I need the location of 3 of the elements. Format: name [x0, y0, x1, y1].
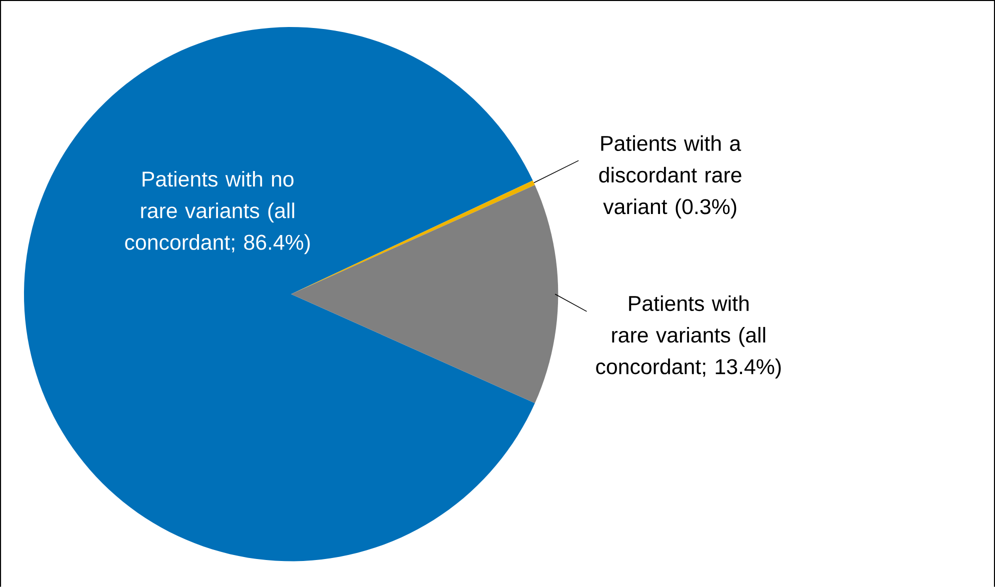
slice-label: Patients with rare variants (all concordant; 13.4%): [596, 295, 781, 378]
slice-label: Patients with a discordant rare variant (0.3%): [599, 135, 742, 218]
slice-label: Patients with no rare variants (all concordant; 86.4%): [125, 170, 310, 254]
